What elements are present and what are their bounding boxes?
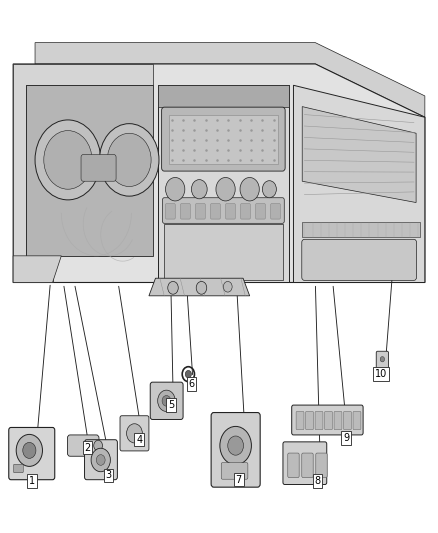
- FancyBboxPatch shape: [180, 204, 190, 219]
- Polygon shape: [302, 107, 416, 203]
- FancyBboxPatch shape: [85, 440, 117, 480]
- FancyBboxPatch shape: [166, 204, 175, 219]
- Circle shape: [44, 131, 92, 189]
- Circle shape: [240, 177, 259, 201]
- Circle shape: [91, 448, 110, 472]
- FancyBboxPatch shape: [240, 204, 250, 219]
- Polygon shape: [13, 64, 153, 282]
- Circle shape: [168, 281, 178, 294]
- Text: 6: 6: [188, 379, 194, 389]
- FancyBboxPatch shape: [169, 115, 278, 164]
- Text: 10: 10: [375, 369, 387, 379]
- Polygon shape: [35, 43, 425, 117]
- FancyBboxPatch shape: [81, 155, 116, 181]
- FancyBboxPatch shape: [296, 411, 304, 430]
- FancyBboxPatch shape: [158, 85, 289, 107]
- Polygon shape: [293, 85, 425, 282]
- FancyBboxPatch shape: [315, 411, 323, 430]
- Text: 9: 9: [343, 433, 349, 443]
- Circle shape: [127, 424, 142, 443]
- FancyBboxPatch shape: [164, 224, 283, 280]
- FancyBboxPatch shape: [343, 411, 351, 430]
- Polygon shape: [158, 85, 289, 282]
- Circle shape: [23, 442, 36, 458]
- Text: 4: 4: [136, 435, 142, 445]
- Circle shape: [220, 426, 251, 465]
- FancyBboxPatch shape: [211, 204, 220, 219]
- FancyBboxPatch shape: [67, 435, 99, 456]
- Circle shape: [162, 395, 171, 406]
- FancyBboxPatch shape: [334, 411, 342, 430]
- FancyBboxPatch shape: [211, 413, 260, 487]
- FancyBboxPatch shape: [256, 204, 265, 219]
- FancyBboxPatch shape: [162, 198, 284, 223]
- Polygon shape: [13, 64, 425, 282]
- FancyBboxPatch shape: [302, 453, 313, 478]
- Text: 8: 8: [314, 476, 321, 486]
- FancyBboxPatch shape: [288, 453, 299, 478]
- Circle shape: [158, 390, 175, 411]
- FancyBboxPatch shape: [302, 222, 420, 237]
- FancyBboxPatch shape: [14, 464, 23, 473]
- FancyBboxPatch shape: [325, 411, 332, 430]
- Polygon shape: [13, 256, 61, 282]
- Circle shape: [96, 455, 105, 465]
- Polygon shape: [26, 85, 153, 256]
- Circle shape: [94, 440, 102, 451]
- Circle shape: [16, 434, 42, 466]
- Circle shape: [35, 120, 101, 200]
- Circle shape: [262, 181, 276, 198]
- FancyBboxPatch shape: [271, 204, 280, 219]
- FancyBboxPatch shape: [376, 351, 389, 370]
- Circle shape: [196, 281, 207, 294]
- FancyBboxPatch shape: [292, 405, 363, 435]
- Circle shape: [107, 133, 151, 187]
- Circle shape: [166, 177, 185, 201]
- FancyBboxPatch shape: [120, 416, 149, 451]
- FancyBboxPatch shape: [316, 453, 327, 478]
- Polygon shape: [149, 278, 250, 296]
- FancyBboxPatch shape: [226, 204, 235, 219]
- Text: 5: 5: [168, 400, 174, 410]
- FancyBboxPatch shape: [9, 427, 55, 480]
- FancyBboxPatch shape: [221, 463, 248, 479]
- Text: 2: 2: [85, 443, 91, 453]
- Text: 1: 1: [29, 476, 35, 486]
- Circle shape: [191, 180, 207, 199]
- Text: 7: 7: [236, 475, 242, 484]
- FancyBboxPatch shape: [306, 411, 314, 430]
- Circle shape: [223, 281, 232, 292]
- FancyBboxPatch shape: [302, 239, 417, 280]
- Circle shape: [99, 124, 159, 196]
- Circle shape: [380, 357, 385, 362]
- Circle shape: [216, 177, 235, 201]
- FancyBboxPatch shape: [150, 382, 183, 419]
- FancyBboxPatch shape: [196, 204, 205, 219]
- FancyBboxPatch shape: [353, 411, 361, 430]
- Circle shape: [228, 436, 244, 455]
- Circle shape: [185, 370, 191, 378]
- Text: 3: 3: [106, 471, 112, 480]
- FancyBboxPatch shape: [283, 442, 327, 484]
- FancyBboxPatch shape: [162, 107, 285, 171]
